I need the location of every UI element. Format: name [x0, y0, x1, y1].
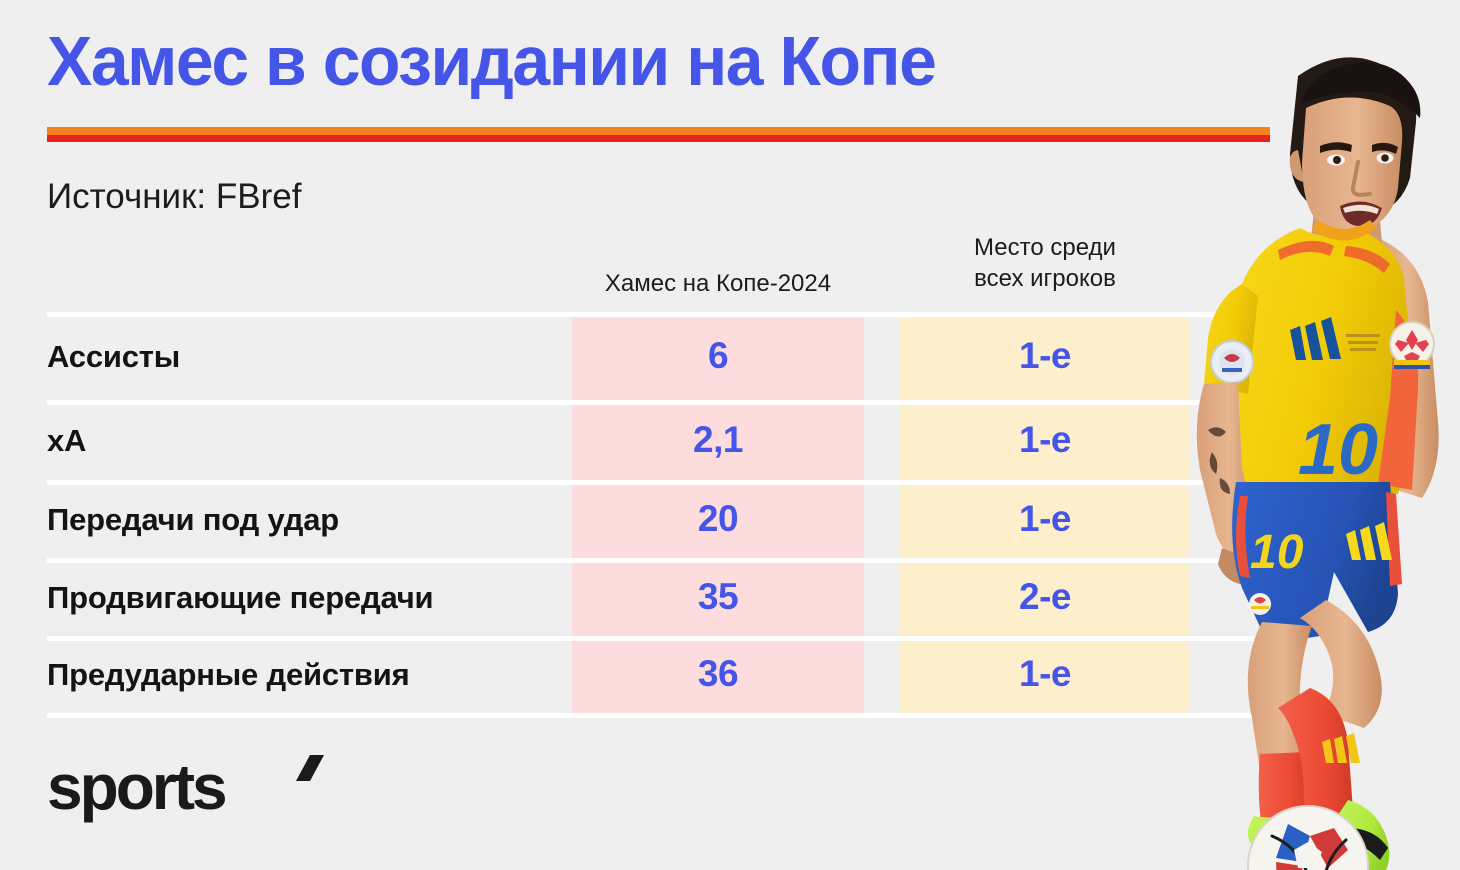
accent-stripe-orange	[47, 127, 1270, 135]
rank-cell: 1-е	[1019, 653, 1071, 694]
rank-cell: 1-е	[1019, 497, 1071, 539]
value-cell-background	[572, 485, 864, 558]
table-row: Передачи под удар	[47, 501, 339, 537]
rank-cell-background	[900, 563, 1190, 636]
value-cell: 2,1	[693, 418, 743, 460]
table-row-separator	[47, 713, 1270, 718]
column-header-value: Хамес на Копе-2024	[604, 270, 832, 297]
rank-cell: 1-е	[1019, 418, 1071, 460]
table-row-separator	[47, 312, 1270, 317]
accent-stripe-red	[47, 134, 1270, 142]
table-row-separator	[47, 480, 1270, 485]
value-cell: 6	[707, 334, 729, 376]
quote-mark-icon	[296, 755, 324, 781]
table-row: Продвигающие передачи	[47, 579, 434, 615]
rank-cell-background	[900, 485, 1190, 558]
accent-bar	[47, 127, 1270, 142]
source-label: Источник: FBref	[47, 177, 302, 216]
rank-cell: 1-е	[1019, 334, 1071, 376]
value-cell: 20	[697, 497, 739, 539]
rank-cell-background	[900, 641, 1190, 713]
column-header-rank: Место среди всех игроков	[974, 234, 1116, 292]
table-row: xA	[47, 422, 87, 458]
value-cell-background	[572, 563, 864, 636]
table-row: Предударные действия	[47, 657, 410, 692]
rank-cell: 2-е	[1019, 575, 1071, 617]
value-cell-background	[572, 405, 864, 480]
sports-logo[interactable]: sports	[47, 755, 324, 819]
table-row-separator	[47, 636, 1270, 641]
value-cell-background	[572, 317, 864, 400]
value-cell: 35	[697, 575, 739, 617]
rank-cell-background	[900, 405, 1190, 480]
page-title: Хамес в созидании на Копе	[47, 22, 937, 100]
sports-logo-text: sports	[47, 751, 228, 823]
value-cell-background	[572, 641, 864, 713]
table-row-separator	[47, 400, 1270, 405]
value-cell: 36	[697, 653, 739, 694]
rank-cell-background	[900, 317, 1190, 400]
table-row-separator	[47, 558, 1270, 563]
table-row: Ассисты	[47, 338, 181, 374]
